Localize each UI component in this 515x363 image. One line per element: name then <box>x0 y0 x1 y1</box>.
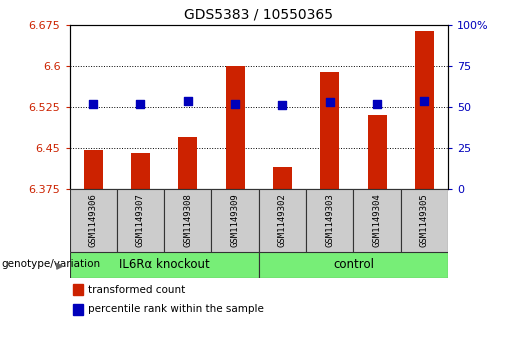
Point <box>231 101 239 107</box>
Bar <box>117 189 164 252</box>
Text: genotype/variation: genotype/variation <box>2 259 100 269</box>
Text: GSM1149304: GSM1149304 <box>372 193 382 248</box>
Text: GSM1149309: GSM1149309 <box>231 193 239 248</box>
Bar <box>401 189 448 252</box>
Text: GSM1149305: GSM1149305 <box>420 193 429 248</box>
Bar <box>320 72 339 189</box>
Point <box>136 101 145 107</box>
Text: control: control <box>333 258 374 272</box>
Point <box>89 101 97 107</box>
Bar <box>212 189 259 252</box>
Point <box>373 101 381 107</box>
Point <box>278 103 286 109</box>
Title: GDS5383 / 10550365: GDS5383 / 10550365 <box>184 8 333 21</box>
Point <box>184 98 192 103</box>
Bar <box>226 66 245 189</box>
Bar <box>84 150 102 189</box>
Bar <box>259 189 306 252</box>
Point <box>420 98 428 103</box>
Text: transformed count: transformed count <box>89 285 186 295</box>
Text: IL6Rα knockout: IL6Rα knockout <box>119 258 210 272</box>
Bar <box>178 137 197 189</box>
Bar <box>273 167 292 189</box>
Bar <box>164 189 212 252</box>
Bar <box>353 189 401 252</box>
Text: GSM1149308: GSM1149308 <box>183 193 192 248</box>
Bar <box>368 115 387 189</box>
Text: GSM1149303: GSM1149303 <box>325 193 334 248</box>
Text: GSM1149306: GSM1149306 <box>89 193 98 248</box>
Text: percentile rank within the sample: percentile rank within the sample <box>89 304 264 314</box>
Text: GSM1149307: GSM1149307 <box>136 193 145 248</box>
Text: GSM1149302: GSM1149302 <box>278 193 287 248</box>
Point <box>325 99 334 105</box>
Bar <box>415 31 434 189</box>
Bar <box>70 252 259 278</box>
Bar <box>73 284 83 295</box>
Bar <box>131 153 150 189</box>
Bar <box>73 304 83 315</box>
Bar <box>306 189 353 252</box>
Bar <box>70 189 117 252</box>
Bar <box>259 252 448 278</box>
